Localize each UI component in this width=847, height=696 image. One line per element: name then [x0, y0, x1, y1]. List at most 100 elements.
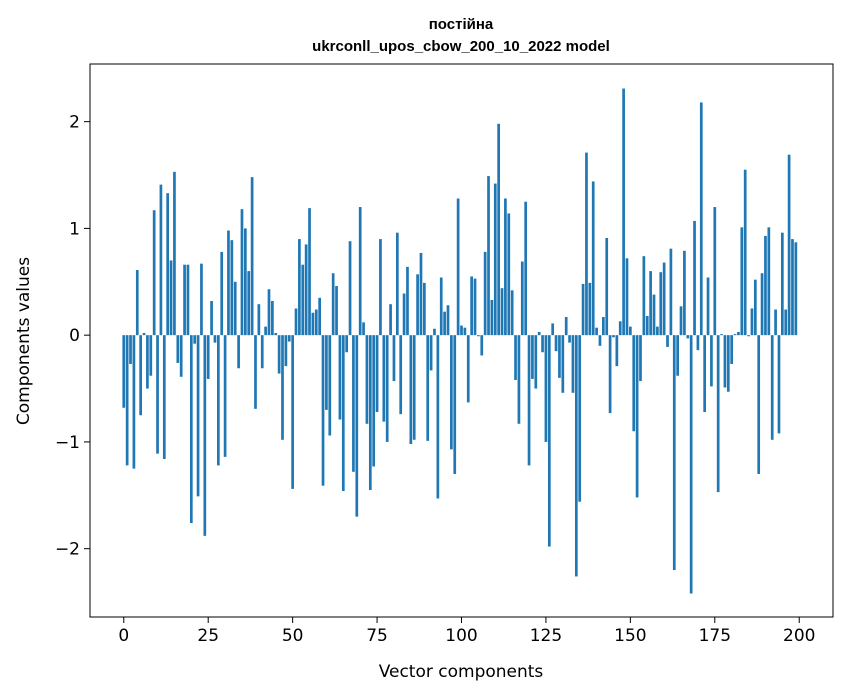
bar-component-42 [264, 326, 267, 336]
bar-component-49 [287, 335, 291, 342]
bar-component-186 [750, 308, 754, 336]
bar-component-145 [612, 335, 615, 338]
bar-component-14 [169, 260, 173, 336]
bar-component-91 [429, 335, 433, 371]
bar-component-159 [659, 272, 663, 336]
bar-component-164 [676, 335, 679, 376]
bar-component-48 [284, 335, 288, 367]
bar-component-139 [591, 181, 595, 336]
bar-component-43 [267, 289, 271, 336]
bar-component-31 [227, 230, 230, 336]
bar-component-3 [132, 335, 136, 469]
bar-component-52 [298, 239, 301, 336]
bar-component-196 [784, 309, 788, 336]
bar-component-6 [142, 333, 146, 336]
bar-component-151 [632, 335, 636, 432]
bar-component-189 [760, 273, 764, 336]
x-tick-label: 200 [783, 626, 815, 646]
x-tick-label: 75 [366, 626, 388, 646]
bar-component-87 [416, 274, 419, 336]
bar-component-188 [757, 335, 761, 474]
bar-component-134 [574, 335, 578, 577]
bar-component-75 [375, 335, 379, 413]
bar-component-90 [426, 335, 430, 441]
bar-component-4 [135, 270, 139, 336]
bar-component-179 [726, 335, 730, 392]
bar-component-166 [683, 250, 686, 336]
bar-component-165 [679, 306, 683, 336]
bar-component-59 [321, 335, 325, 486]
bar-component-2 [129, 335, 132, 364]
bar-component-74 [372, 335, 376, 467]
bar-component-107 [483, 251, 487, 336]
y-axis-label: Components values [14, 257, 34, 425]
bar-component-30 [223, 335, 227, 457]
bar-component-33 [233, 281, 237, 336]
bar-component-54 [304, 244, 308, 336]
bar-component-71 [362, 322, 365, 336]
bar-component-45 [274, 333, 278, 336]
chart-title-line2: ukrconll_upos_cbow_200_10_2022 model [312, 38, 610, 55]
bar-component-185 [747, 335, 750, 337]
bar-component-101 [463, 327, 467, 336]
bar-component-117 [517, 335, 521, 424]
bar-component-120 [527, 335, 531, 466]
bar-component-99 [456, 198, 460, 336]
bar-component-86 [412, 335, 416, 440]
bar-component-9 [152, 210, 156, 336]
bar-component-0 [122, 335, 126, 408]
bar-component-174 [710, 335, 713, 387]
bar-component-69 [355, 335, 359, 517]
bar-component-140 [595, 327, 598, 336]
bar-component-173 [706, 277, 710, 336]
bar-component-85 [409, 335, 413, 445]
bar-component-50 [291, 335, 294, 489]
bar-component-122 [534, 335, 538, 389]
bar-component-197 [787, 154, 791, 336]
bar-component-97 [450, 335, 453, 450]
bar-component-119 [524, 201, 528, 336]
bar-component-143 [605, 238, 609, 336]
bar-component-124 [541, 335, 544, 353]
bar-component-176 [716, 335, 720, 493]
bar-component-21 [193, 335, 197, 344]
bar-component-94 [439, 277, 443, 336]
bar-component-152 [635, 335, 639, 498]
bar-component-47 [281, 335, 284, 440]
bar-component-83 [402, 293, 406, 336]
bar-component-26 [210, 301, 213, 336]
bar-component-192 [770, 335, 774, 440]
bar-component-137 [585, 152, 588, 336]
bar-component-158 [656, 326, 659, 336]
bar-component-130 [561, 335, 565, 393]
bar-component-138 [588, 282, 592, 336]
bar-component-191 [767, 227, 771, 336]
bar-component-175 [713, 207, 717, 336]
bar-component-148 [622, 88, 625, 336]
bar-component-15 [173, 171, 176, 336]
bar-component-95 [443, 311, 446, 336]
bar-component-80 [392, 335, 396, 382]
bar-component-149 [625, 258, 629, 336]
bar-component-132 [568, 335, 571, 343]
bar-component-24 [203, 335, 207, 536]
bar-component-66 [345, 335, 349, 353]
bar-component-172 [703, 335, 707, 413]
bar-component-128 [554, 335, 558, 352]
bar-component-187 [753, 279, 757, 336]
bar-component-161 [666, 335, 669, 347]
bar-component-127 [551, 323, 555, 336]
bar-component-150 [629, 326, 632, 336]
bar-component-121 [531, 335, 534, 379]
y-tick-label: 2 [69, 113, 80, 133]
bar-component-129 [558, 335, 561, 378]
bar-component-77 [382, 335, 386, 422]
bar-component-170 [696, 335, 700, 351]
bar-component-102 [466, 335, 470, 403]
bar-component-34 [237, 335, 240, 369]
bar-component-13 [166, 193, 170, 336]
bar-component-106 [480, 335, 484, 356]
bar-component-105 [477, 335, 480, 337]
bar-component-100 [460, 325, 463, 336]
